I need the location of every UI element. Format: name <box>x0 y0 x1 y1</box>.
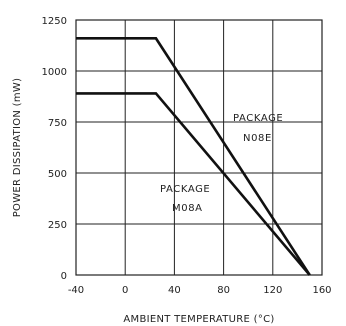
annotation-package-m08a-line1: PACKAGE <box>160 184 210 195</box>
x-tick-label: 120 <box>263 285 282 296</box>
x-tick-label: -40 <box>68 285 84 296</box>
x-tick-label: 0 <box>122 285 128 296</box>
x-tick-label: 80 <box>217 285 230 296</box>
series-line-n08e <box>76 37 311 276</box>
x-axis-title: AMBIENT TEMPERATURE (°C) <box>123 314 274 325</box>
y-tick-label: 250 <box>48 220 67 231</box>
y-tick-label: 1250 <box>42 16 67 27</box>
annotation-package-m08a-line2: M08A <box>172 203 203 214</box>
annotation-package-n08e-line2: N08E <box>243 133 272 144</box>
y-tick-label: 0 <box>61 271 67 282</box>
y-tick-label: 750 <box>48 118 67 129</box>
annotation-package-n08e-line1: PACKAGE <box>233 113 283 124</box>
y-axis-title: POWER DISSIPATION (mW) <box>12 78 23 218</box>
y-tick-label: 1000 <box>42 67 67 78</box>
x-tick-label: 40 <box>168 285 181 296</box>
plot-frame <box>75 19 323 276</box>
y-tick-label: 500 <box>48 169 67 180</box>
series-line-m08a <box>76 92 311 276</box>
series-lines <box>76 37 311 276</box>
x-tick-label: 160 <box>312 285 331 296</box>
